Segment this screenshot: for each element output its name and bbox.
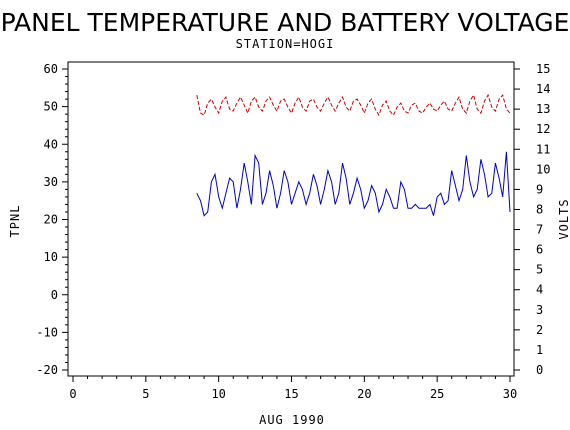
left-tick-label: -10 — [36, 325, 58, 339]
left-tick-label: -20 — [36, 363, 58, 377]
right-tick-label: 15 — [536, 62, 550, 76]
right-tick-label: 0 — [536, 363, 543, 377]
left-axis-ticks: 60 50 40 30 20 10 0 -10 -20 — [36, 62, 68, 377]
right-axis-label: VOLTS — [557, 198, 570, 239]
right-tick-label: 14 — [536, 82, 550, 96]
right-tick-label: 8 — [536, 202, 543, 216]
right-tick-label: 6 — [536, 243, 543, 257]
x-tick-label: 20 — [357, 387, 371, 401]
battery-voltage-line — [196, 93, 511, 117]
right-tick-label: 9 — [536, 182, 543, 196]
right-tick-label: 1 — [536, 343, 543, 357]
x-tick-label: 5 — [142, 387, 149, 401]
x-tick-label: 0 — [69, 387, 76, 401]
left-axis-label: TPNL — [8, 205, 22, 238]
right-tick-label: 5 — [536, 263, 543, 277]
x-tick-label: 30 — [503, 387, 517, 401]
left-tick-label: 60 — [44, 62, 58, 76]
chart-subtitle: STATION=HOGI — [236, 37, 335, 51]
right-tick-label: 11 — [536, 142, 550, 156]
right-tick-label: 10 — [536, 162, 550, 176]
x-axis-label: AUG 1990 — [259, 413, 325, 427]
right-tick-label: 12 — [536, 122, 550, 136]
left-tick-label: 10 — [44, 250, 58, 264]
right-tick-label: 3 — [536, 303, 543, 317]
left-tick-label: 0 — [51, 288, 58, 302]
x-tick-label: 10 — [211, 387, 225, 401]
plot-frame — [67, 61, 515, 377]
x-tick-label: 15 — [284, 387, 298, 401]
x-axis-ticks: 0 5 10 15 20 25 30 — [69, 376, 517, 401]
right-tick-label: 2 — [536, 323, 543, 337]
x-tick-label: 25 — [430, 387, 444, 401]
left-tick-label: 50 — [44, 100, 58, 114]
left-tick-label: 30 — [44, 175, 58, 189]
chart-title: PANEL TEMPERATURE AND BATTERY VOLTAGE — [1, 8, 570, 37]
right-tick-label: 7 — [536, 223, 543, 237]
panel-temperature-line — [196, 151, 511, 217]
left-tick-label: 20 — [44, 213, 58, 227]
right-tick-label: 4 — [536, 283, 543, 297]
series-group — [196, 93, 511, 217]
right-tick-label: 13 — [536, 102, 550, 116]
left-tick-label: 40 — [44, 137, 58, 151]
